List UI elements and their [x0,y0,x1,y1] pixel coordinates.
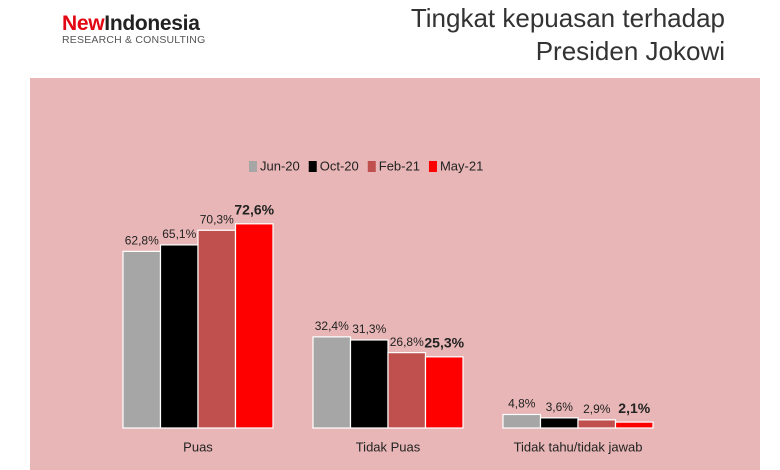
brand-rest: Indonesia [104,12,200,35]
value-label: 25,3% [424,335,464,351]
x-tick-label: Tidak tahu/tidak jawab [514,439,643,454]
value-label: 3,6% [546,400,574,414]
tagline: RESEARCH & CONSULTING [62,34,206,46]
value-label: 70,3% [200,212,234,226]
logo: NewIndonesia RESEARCH & CONSULTING [62,12,205,46]
bar [197,229,237,429]
value-label: 31,3% [352,322,386,336]
legend-swatch [249,161,257,172]
bar [577,419,617,429]
legend-label: Feb-21 [379,158,420,173]
bar [424,356,464,429]
legend-label: May-21 [440,158,483,173]
x-tick-label: Puas [183,439,213,454]
value-label: 26,8% [390,335,424,349]
legend-swatch [308,161,317,172]
legend-label: Jun-20 [260,158,300,173]
legend-swatch [367,161,376,172]
bar [122,250,162,429]
value-label: 62,8% [125,234,159,248]
bar [614,421,654,429]
bar [387,352,427,429]
value-label: 4,8% [508,397,536,411]
value-label: 2,1% [618,400,650,416]
x-tick-label: Tidak Puas [356,439,421,454]
value-label: 65,1% [162,227,196,241]
chart-title: Tingkat kepuasan terhadap Presiden Jokow… [410,3,725,66]
legend-swatch [428,161,437,172]
value-label: 32,4% [315,319,349,333]
legend-label: Oct-20 [320,158,359,173]
brand: NewIndonesia [62,12,205,36]
bar [159,244,199,429]
value-label: 2,9% [583,402,611,416]
bar [502,413,542,429]
bar [539,417,579,429]
bar [349,339,389,429]
bar [234,223,274,429]
brand-first: New [62,12,105,35]
bar [312,336,352,429]
value-label: 72,6% [234,202,274,218]
